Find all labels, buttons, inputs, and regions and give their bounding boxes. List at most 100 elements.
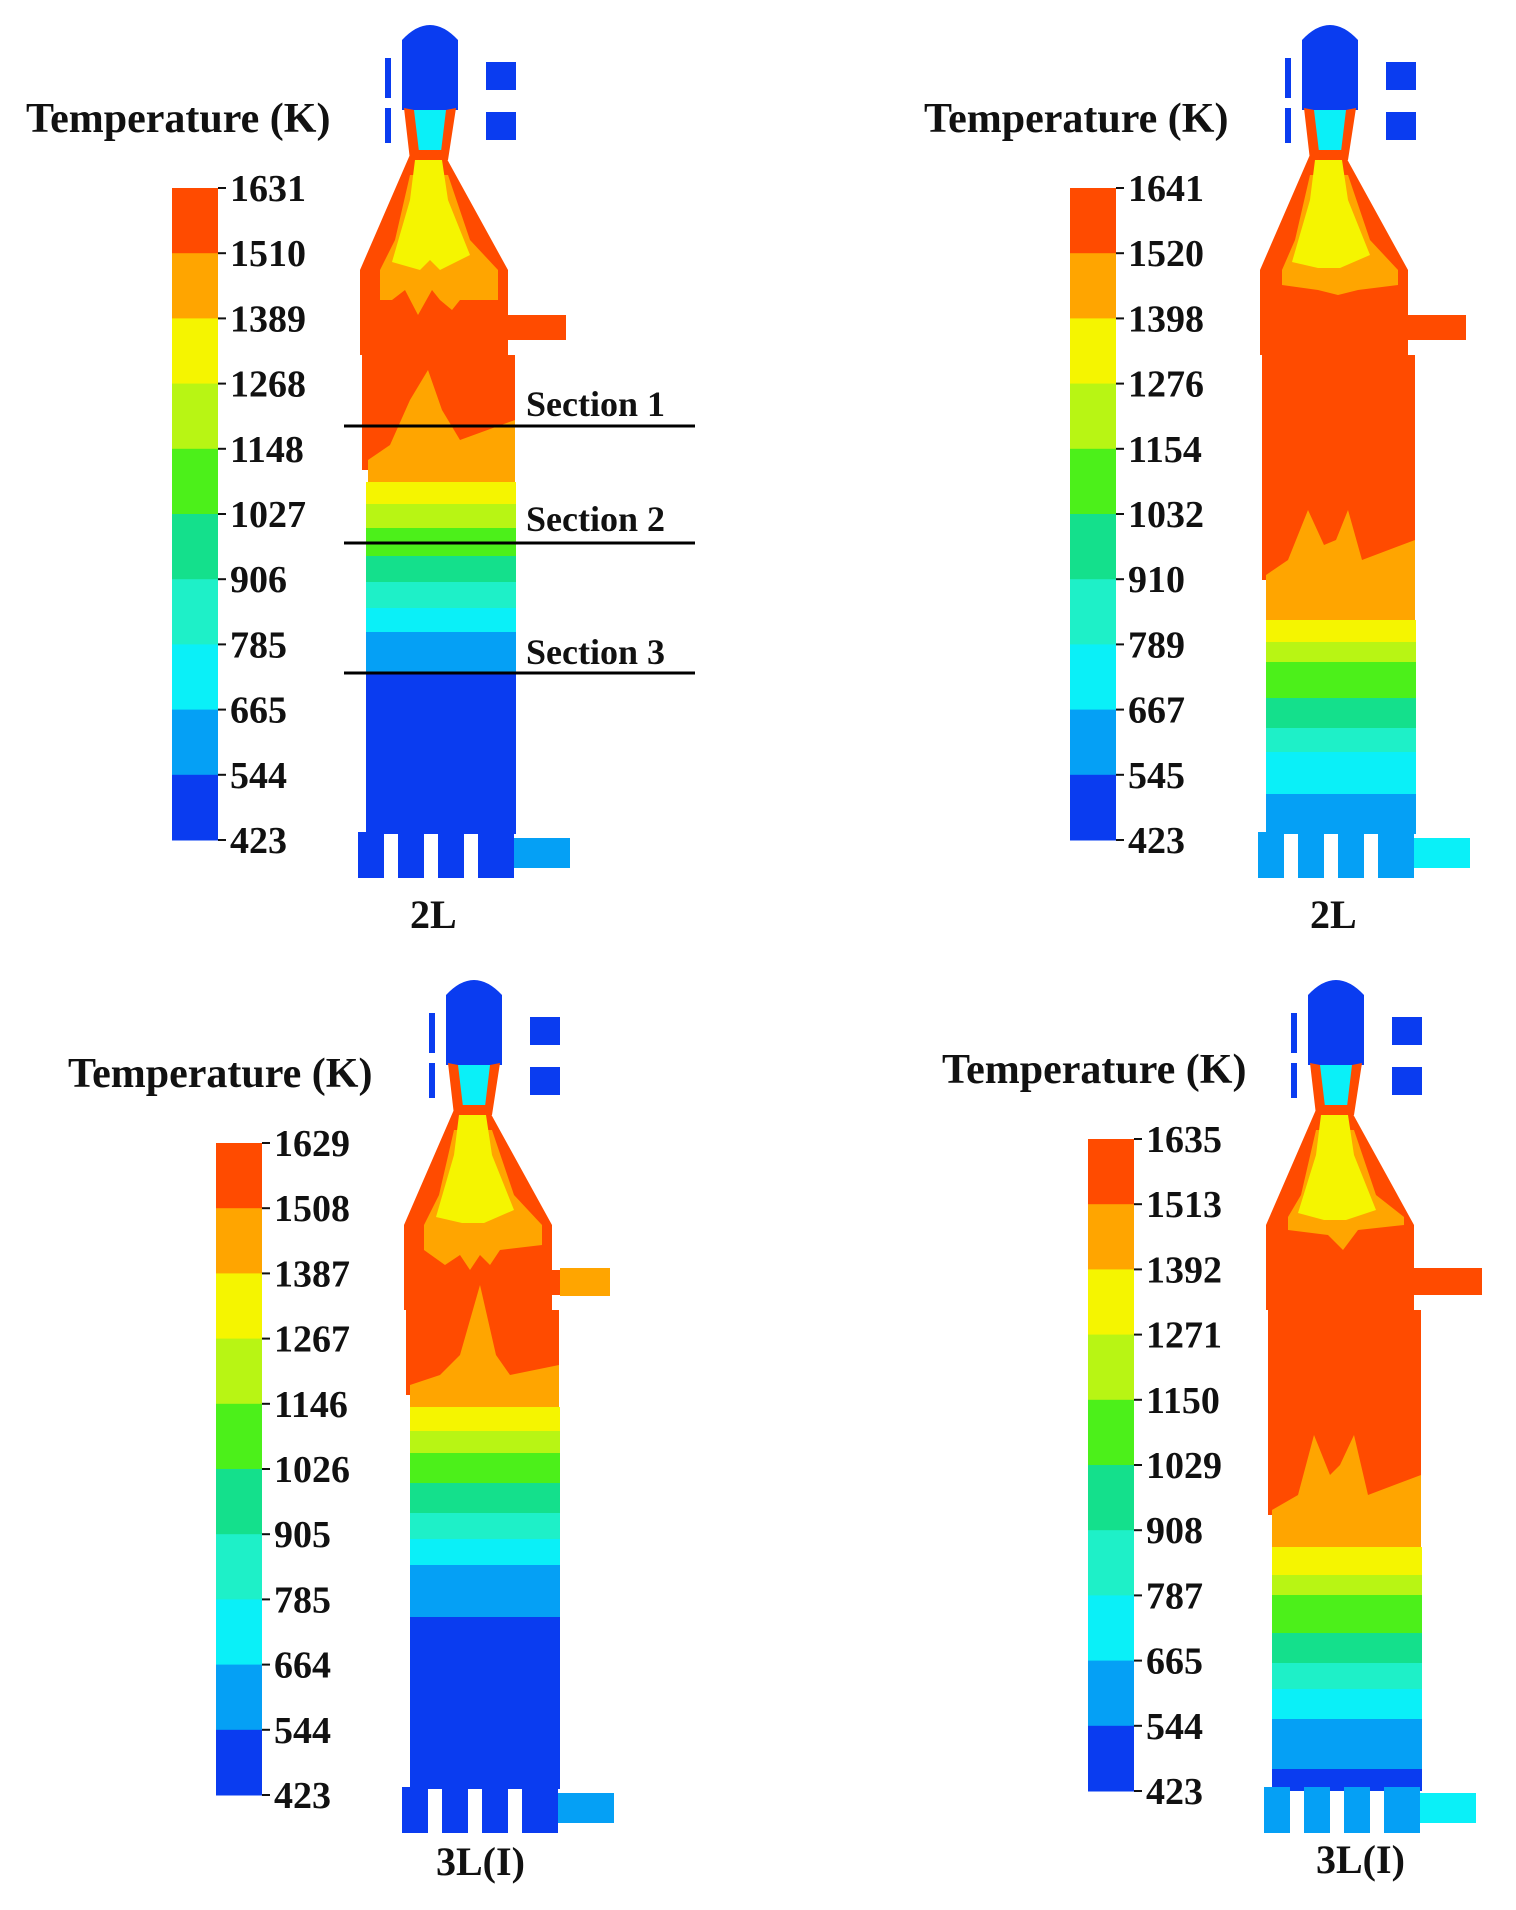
zone-sea: [366, 556, 516, 582]
colorbar-tick-label: 667: [1128, 690, 1185, 732]
colorbar-band: [1070, 318, 1116, 385]
zone-yellow: [1266, 620, 1416, 642]
burner-jet: [404, 108, 456, 160]
colorbar-tick-label: 1267: [274, 1319, 350, 1361]
colorbar-tick-label: 544: [274, 1710, 331, 1752]
colorbar-band: [216, 1534, 262, 1600]
colorbar-band: [172, 253, 218, 319]
colorbar-tick-label: 787: [1146, 1575, 1203, 1617]
yellow-plume: [1292, 160, 1370, 268]
colorbar-band: [172, 448, 218, 515]
colorbar-band: [1070, 514, 1116, 580]
bottom-leg: [1384, 1787, 1420, 1833]
bottom-leg: [1264, 1787, 1290, 1833]
colorbar-band: [1088, 1334, 1134, 1401]
zone-teal: [366, 582, 516, 608]
outlet-pipe: [1420, 1793, 1476, 1823]
section-label-3: Section 3: [526, 632, 665, 672]
zone-teal: [1272, 1663, 1422, 1689]
colorbar-band: [1088, 1399, 1134, 1466]
outlet-pipe: [558, 1793, 614, 1823]
colorbar-tick-label: 908: [1146, 1510, 1203, 1552]
colorbar-tick-label: 423: [1146, 1771, 1203, 1813]
colorbar-band: [1070, 579, 1116, 645]
furnace-contour: [402, 980, 614, 1833]
zone-blue: [366, 672, 516, 834]
furnace-contour: [358, 25, 570, 878]
zone-sky: [1266, 794, 1416, 834]
colorbar-tick-label: 785: [230, 624, 287, 666]
colorbar-tick-label: 1154: [1128, 429, 1202, 471]
bottom-leg: [358, 832, 384, 878]
zone-orange-lower: [368, 370, 515, 490]
colorbar-tick-label: 1387: [274, 1253, 350, 1295]
burner-dome: [1308, 980, 1364, 1065]
outlet-pipe: [1414, 838, 1470, 868]
colorbar: 1635 1513 1392 1271 1150 1029 908 787 665 544 423: [1088, 1119, 1222, 1813]
colorbar-tick-label: 905: [274, 1514, 331, 1556]
panel-bottom-left: Temperature (K) 1629 1508 1387 1267 1146 1026…: [0, 955, 758, 1910]
colorbar-tick-label: 544: [230, 755, 287, 797]
bottom-leg: [482, 1787, 508, 1833]
colorbar-tick-label: 1271: [1146, 1315, 1222, 1357]
colorbar-tick-label: 1392: [1146, 1249, 1222, 1291]
panel-bottom-right: Temperature (K) 1635 1513 1392 1271 1150 1029…: [758, 955, 1516, 1910]
zone-orange-lower: [410, 1285, 559, 1415]
burner-port: [530, 1017, 560, 1045]
colorbar-band: [172, 383, 218, 450]
colorbar: 1641 1520 1398 1276 1154 1032 910 789 667 545 423: [1070, 168, 1204, 862]
panel-top-right: Temperature (K) 1641 1520 1398 1276 1154 1032…: [758, 0, 1516, 955]
burner-neck: [452, 1065, 494, 1105]
burner-port: [486, 112, 516, 140]
zone-teal: [1266, 728, 1416, 752]
zone-sea: [1272, 1633, 1422, 1663]
colorbar-band: [172, 318, 218, 385]
zone-cyan: [1266, 752, 1416, 794]
colorbar-band: [1070, 644, 1116, 711]
colorbar-tick-label: 1629: [274, 1123, 350, 1165]
burner-dome: [402, 25, 458, 110]
case-label: 2L: [1310, 892, 1357, 937]
burner-bar: [429, 1013, 435, 1053]
case-label: 3L(I): [436, 1839, 525, 1884]
burner-neck: [1308, 110, 1350, 150]
yellow-plume: [436, 1115, 514, 1223]
burner-dome: [1302, 25, 1358, 110]
colorbar-band: [1070, 774, 1116, 841]
section-label-2: Section 2: [526, 499, 665, 539]
burner-port: [1386, 62, 1416, 90]
bottom-leg: [442, 1787, 468, 1833]
colorbar-title: Temperature (K): [924, 96, 1228, 142]
colorbar-tick-label: 1513: [1146, 1184, 1222, 1226]
colorbar-tick-label: 423: [274, 1775, 331, 1817]
colorbar-band: [1070, 709, 1116, 776]
bottom-leg: [402, 1787, 428, 1833]
colorbar-tick-label: 1510: [230, 233, 306, 275]
zone-orange-lower: [1266, 510, 1415, 630]
colorbar-band: [216, 1208, 262, 1274]
colorbar-band: [1088, 1725, 1134, 1792]
colorbar-tick-label: 1148: [230, 429, 304, 471]
colorbar-band: [1070, 253, 1116, 319]
burner-bar: [1291, 1063, 1297, 1098]
colorbar-band: [1070, 383, 1116, 450]
colorbar-title: Temperature (K): [68, 1051, 372, 1097]
bottom-leg: [1298, 832, 1324, 878]
bottom-leg: [1378, 832, 1414, 878]
burner-jet: [1304, 108, 1356, 160]
zone-blue: [1272, 1769, 1422, 1791]
colorbar-tick-label: 423: [1128, 820, 1185, 862]
zone-green: [1266, 662, 1416, 698]
colorbar-tick-label: 545: [1128, 755, 1185, 797]
zone-sea: [1266, 698, 1416, 728]
colorbar-tick-label: 544: [1146, 1706, 1203, 1748]
zone-green: [1272, 1595, 1422, 1633]
bottom-leg: [1258, 832, 1284, 878]
furnace-upper-body: [1260, 150, 1466, 580]
colorbar-tick-label: 906: [230, 559, 287, 601]
colorbar-band: [172, 644, 218, 711]
colorbar-band: [1088, 1204, 1134, 1270]
contour-figure: Temperature (K) 1641 1520 1398 1276 1154 1032…: [924, 25, 1470, 937]
outlet-pipe: [514, 838, 570, 868]
burner-bar: [1285, 108, 1291, 143]
